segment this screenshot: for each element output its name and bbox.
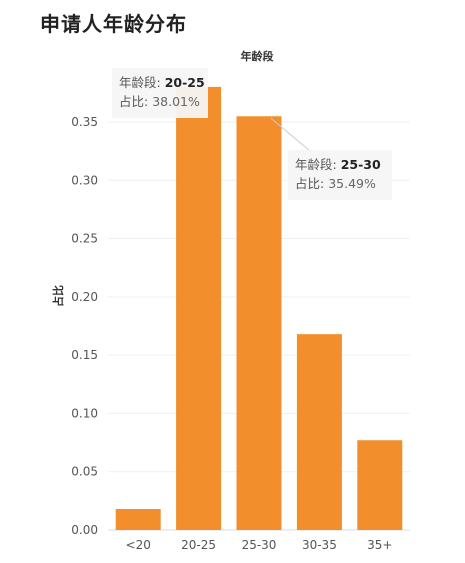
y-axis-title: 占比 xyxy=(51,285,65,307)
bar[interactable] xyxy=(296,334,342,530)
bars xyxy=(115,86,403,530)
tooltip-value: 35.49% xyxy=(328,176,376,191)
tooltip-key: 占比: xyxy=(119,94,152,109)
bar[interactable] xyxy=(357,440,403,530)
tooltip-value: 25-30 xyxy=(341,157,381,172)
tooltip-value: 20-25 xyxy=(165,75,205,90)
y-tick-label: 0.05 xyxy=(71,465,98,479)
tooltip-key: 年龄段: xyxy=(295,157,341,172)
y-tick-label: 0.00 xyxy=(71,523,98,537)
y-axis-ticks: 0.00 0.05 0.10 0.15 0.20 0.25 0.30 0.35 xyxy=(71,115,98,537)
x-tick-label: 35+ xyxy=(367,538,392,552)
tooltip-line-category: 年龄段: 20-25 xyxy=(119,75,205,90)
tooltip-line-share: 占比: 35.49% xyxy=(295,176,376,191)
tooltip-key: 占比: xyxy=(295,176,328,191)
chart-title: 申请人年龄分布 xyxy=(40,12,187,36)
x-tick-label: 30-35 xyxy=(302,538,337,552)
tooltip: 年龄段: 20-25 占比: 38.01% xyxy=(112,68,208,118)
tooltip: 年龄段: 25-30 占比: 35.49% xyxy=(270,117,392,200)
x-axis-title: 年龄段 xyxy=(241,49,274,63)
y-tick-label: 0.10 xyxy=(71,406,98,420)
tooltip-box xyxy=(112,68,208,118)
y-tick-label: 0.25 xyxy=(71,232,98,246)
tooltip-box xyxy=(288,150,392,200)
y-tick-label: 0.15 xyxy=(71,348,98,362)
x-axis-ticks: <20 20-25 25-30 30-35 35+ xyxy=(126,538,393,552)
tooltip-line-category: 年龄段: 25-30 xyxy=(295,157,381,172)
tooltip-value: 38.01% xyxy=(152,94,200,109)
tooltips: 年龄段: 20-25 占比: 38.01% 年龄段: 25-30 占比: 35.49% xyxy=(112,68,392,200)
tooltip-key: 年龄段: xyxy=(119,75,165,90)
bar[interactable] xyxy=(115,509,161,530)
y-tick-label: 0.30 xyxy=(71,173,98,187)
bar[interactable] xyxy=(236,116,282,530)
x-tick-label: 25-30 xyxy=(242,538,277,552)
tooltip-line-share: 占比: 38.01% xyxy=(119,94,200,109)
tooltip-leader-line xyxy=(270,117,317,157)
x-tick-label: 20-25 xyxy=(181,538,216,552)
x-tick-label: <20 xyxy=(126,538,151,552)
y-tick-label: 0.20 xyxy=(71,290,98,304)
y-tick-label: 0.35 xyxy=(71,115,98,129)
bar[interactable] xyxy=(176,86,222,530)
